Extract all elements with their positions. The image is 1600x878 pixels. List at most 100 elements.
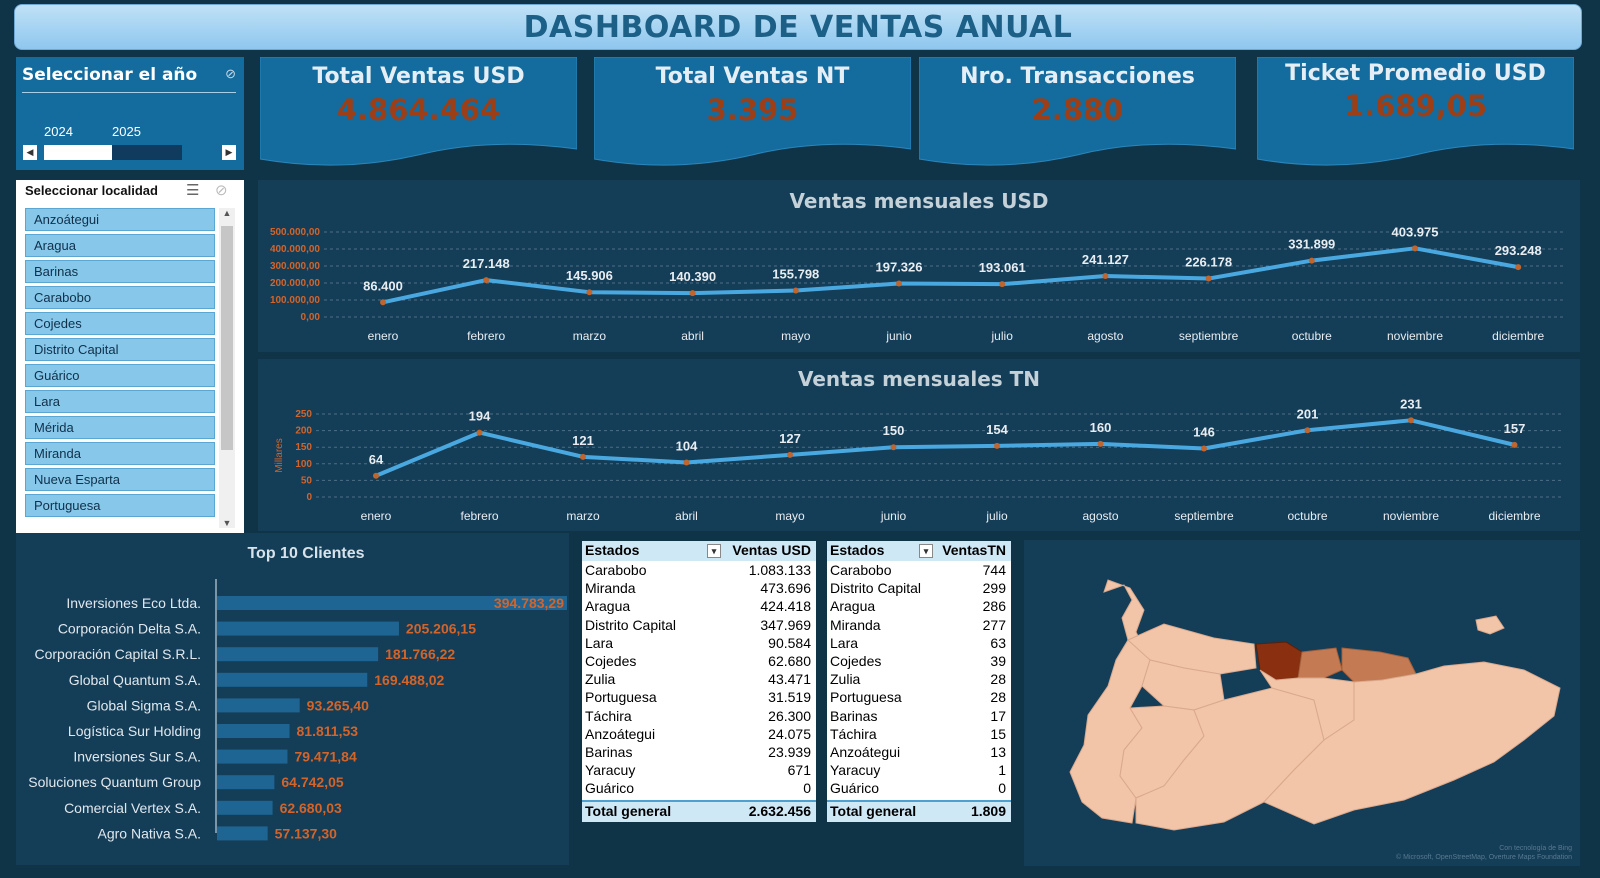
bar[interactable] <box>217 826 268 841</box>
bar[interactable] <box>217 647 379 662</box>
data-point[interactable] <box>683 459 690 466</box>
data-point[interactable] <box>586 289 593 296</box>
scroll-up-icon[interactable]: ▲ <box>222 208 232 218</box>
scrollbar-thumb[interactable] <box>221 226 233 450</box>
table-row[interactable]: Cojedes 39 <box>827 653 1011 671</box>
bar[interactable] <box>217 775 275 790</box>
bar[interactable] <box>217 621 399 636</box>
clear-filter-icon[interactable]: ⊘ <box>215 182 228 199</box>
table-row[interactable]: Táchira 15 <box>827 726 1011 744</box>
data-point[interactable] <box>994 442 1000 449</box>
data-point[interactable] <box>999 281 1006 288</box>
scroll-right-icon[interactable]: ▶ <box>222 145 236 160</box>
bar[interactable] <box>217 596 567 610</box>
cell-estado: Barinas <box>585 744 633 760</box>
table-row[interactable]: Guárico 0 <box>582 780 816 798</box>
slicer-item[interactable]: Lara <box>25 390 215 413</box>
data-label: 205.206,15 <box>406 621 476 637</box>
table-row[interactable]: Portuguesa 28 <box>827 689 1011 707</box>
data-point[interactable] <box>580 453 586 460</box>
data-label: 93.265,40 <box>307 697 369 713</box>
table-row[interactable]: Táchira 26.300 <box>582 708 816 726</box>
series-line <box>382 246 1519 305</box>
year-label-2025[interactable]: 2025 <box>112 124 141 139</box>
data-point[interactable] <box>483 277 490 284</box>
slicer-item[interactable]: Cojedes <box>25 312 215 335</box>
table-row[interactable]: Portuguesa 31.519 <box>582 689 816 707</box>
slicer-item[interactable]: Distrito Capital <box>25 338 215 361</box>
data-point[interactable] <box>890 444 897 451</box>
slicer-item[interactable]: Miranda <box>25 442 215 465</box>
multi-select-icon[interactable]: ☰ <box>186 182 200 199</box>
data-point[interactable] <box>1308 257 1315 264</box>
data-point[interactable] <box>896 280 902 287</box>
data-point[interactable] <box>792 287 799 294</box>
chart-title: Ventas mensuales USD <box>789 189 1049 213</box>
data-point[interactable] <box>1205 275 1212 282</box>
data-point[interactable] <box>1304 427 1311 434</box>
slicer-item[interactable]: Nueva Esparta <box>25 468 215 491</box>
bar[interactable] <box>217 724 290 738</box>
slicer-item[interactable]: Mérida <box>25 416 215 439</box>
table-row[interactable]: Aragua 424.418 <box>582 598 816 616</box>
slicer-item[interactable]: Portuguesa <box>25 494 215 517</box>
year-label-2024[interactable]: 2024 <box>44 124 73 139</box>
table-row[interactable]: Zulia 28 <box>827 671 1011 689</box>
data-point[interactable] <box>373 472 379 479</box>
table-row[interactable]: Cojedes 62.680 <box>582 653 816 671</box>
slicer-scrollbar[interactable]: ▲ ▼ <box>219 208 235 528</box>
clear-filter-icon[interactable]: ⊘ <box>225 66 236 81</box>
x-tick-label: enero <box>361 509 392 523</box>
table-row[interactable]: Aragua 286 <box>827 598 1011 616</box>
table-row[interactable]: Anzoátegui 13 <box>827 744 1011 762</box>
table-row[interactable]: Zulia 43.471 <box>582 671 816 689</box>
sort-filter-icon[interactable]: ▾ <box>919 544 933 558</box>
kpi-label: Nro. Transacciones <box>960 64 1195 89</box>
table-row[interactable]: Yaracuy 671 <box>582 762 816 780</box>
table-row[interactable]: Yaracuy 1 <box>827 762 1011 780</box>
data-label: 57.137,30 <box>275 825 337 841</box>
table-row[interactable]: Carabobo 744 <box>827 562 1011 580</box>
data-point[interactable] <box>787 451 793 458</box>
bar[interactable] <box>217 800 273 815</box>
data-point[interactable] <box>689 290 696 297</box>
bar[interactable] <box>217 698 300 713</box>
slicer-item[interactable]: Barinas <box>25 260 215 283</box>
scroll-left-icon[interactable]: ◀ <box>23 145 37 160</box>
data-point[interactable] <box>380 299 386 306</box>
venezuela-state-map[interactable] <box>1024 540 1580 866</box>
slicer-item[interactable]: Carabobo <box>25 286 215 309</box>
data-point[interactable] <box>1515 264 1522 271</box>
timeline-bar-2024[interactable] <box>44 145 112 160</box>
data-point[interactable] <box>1408 417 1414 424</box>
sort-filter-icon[interactable]: ▾ <box>707 544 721 558</box>
slicer-item[interactable]: Anzoátegui <box>25 208 215 231</box>
data-point[interactable] <box>1511 441 1518 448</box>
table-row[interactable]: Miranda 277 <box>827 617 1011 635</box>
table-row[interactable]: Anzoátegui 24.075 <box>582 726 816 744</box>
table-row[interactable]: Barinas 23.939 <box>582 744 816 762</box>
map-panel[interactable]: Con tecnología de Bing © Microsoft, Open… <box>1024 540 1580 866</box>
category-label: Inversiones Sur S.A. <box>73 749 201 765</box>
bar[interactable] <box>217 749 288 764</box>
table-header: Estados ▾ VentasTN <box>827 541 1011 561</box>
table-row[interactable]: Guárico 0 <box>827 780 1011 798</box>
table-row[interactable]: Barinas 17 <box>827 708 1011 726</box>
bar[interactable] <box>217 672 368 687</box>
table-row[interactable]: Miranda 473.696 <box>582 580 816 598</box>
table-row[interactable]: Distrito Capital 347.969 <box>582 617 816 635</box>
data-point[interactable] <box>1097 440 1104 447</box>
table-row[interactable]: Lara 63 <box>827 635 1011 653</box>
table-row[interactable]: Carabobo 1.083.133 <box>582 562 816 580</box>
timeline-bar-2025[interactable] <box>112 145 182 160</box>
scroll-down-icon[interactable]: ▼ <box>222 518 232 528</box>
data-point[interactable] <box>476 429 483 436</box>
data-point[interactable] <box>1412 245 1418 252</box>
data-point[interactable] <box>1201 445 1207 452</box>
slicer-item[interactable]: Aragua <box>25 234 215 257</box>
slicer-item[interactable]: Guárico <box>25 364 215 387</box>
x-tick-label: septiembre <box>1174 509 1234 523</box>
table-row[interactable]: Lara 90.584 <box>582 635 816 653</box>
table-row[interactable]: Distrito Capital 299 <box>827 580 1011 598</box>
data-point[interactable] <box>1102 273 1109 280</box>
